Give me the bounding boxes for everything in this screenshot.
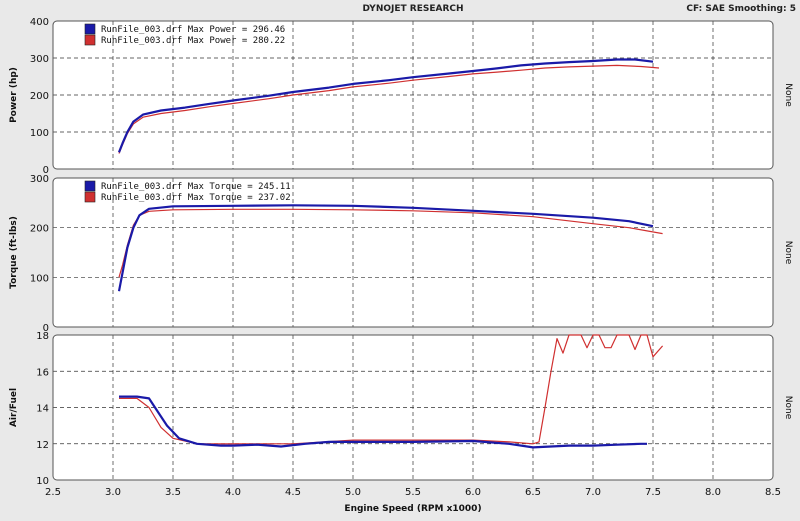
right-axis-label: None bbox=[783, 83, 793, 107]
x-tick-label: 7.0 bbox=[585, 487, 601, 498]
legend-entry: RunFile_003.drf Max Torque = 245.11 bbox=[101, 182, 291, 192]
y-tick-label: 300 bbox=[30, 174, 49, 185]
chart-settings: CF: SAE Smoothing: 5 bbox=[686, 4, 796, 14]
legend-entry: RunFile_003.drf Max Power = 296.46 bbox=[101, 25, 285, 35]
series-line-1 bbox=[117, 58, 654, 153]
x-tick-label: 4.0 bbox=[225, 487, 241, 498]
plot-frame bbox=[52, 177, 774, 328]
y-axis-label: Torque (ft-lbs) bbox=[9, 216, 19, 289]
y-axis-label: Power (hp) bbox=[9, 67, 19, 123]
x-tick-label: 3.0 bbox=[105, 487, 121, 498]
y-tick-label: 0 bbox=[43, 323, 49, 334]
y-axis-label: Air/Fuel bbox=[9, 388, 19, 427]
x-tick-label: 5.5 bbox=[405, 487, 421, 498]
y-tick-label: 200 bbox=[30, 224, 49, 235]
x-tick-label: 5.0 bbox=[345, 487, 361, 498]
y-tick-label: 400 bbox=[30, 17, 49, 28]
y-tick-label: 100 bbox=[30, 273, 49, 284]
x-axis-label: Engine Speed (RPM x1000) bbox=[344, 504, 481, 514]
x-tick-label: 8.5 bbox=[765, 487, 781, 498]
x-tick-label: 6.0 bbox=[465, 487, 481, 498]
x-tick-label: 4.5 bbox=[285, 487, 301, 498]
x-tick-label: 2.5 bbox=[45, 487, 61, 498]
series-line-1 bbox=[119, 395, 647, 449]
plot-frame bbox=[52, 334, 774, 481]
right-axis-label: None bbox=[783, 396, 793, 420]
y-tick-label: 12 bbox=[36, 440, 49, 451]
chart-title: DYNOJET RESEARCH bbox=[362, 4, 463, 14]
x-tick-label: 6.5 bbox=[525, 487, 541, 498]
legend-swatch bbox=[84, 23, 96, 35]
legend-swatch bbox=[84, 191, 96, 203]
legend-swatch bbox=[84, 180, 96, 192]
y-tick-label: 18 bbox=[36, 331, 49, 342]
legend-entry: RunFile_003.drf Max Torque = 237.02 bbox=[101, 193, 291, 203]
x-tick-label: 7.5 bbox=[645, 487, 661, 498]
y-tick-label: 10 bbox=[36, 476, 49, 487]
series-line-1 bbox=[117, 204, 654, 292]
chart-panel-1: 0 100 200 300 400 RunFile_003.drf Max Power =… bbox=[9, 17, 793, 176]
x-tick-label: 3.5 bbox=[165, 487, 181, 498]
series-line-2 bbox=[118, 64, 660, 154]
y-tick-label: 100 bbox=[30, 128, 49, 139]
legend-swatch bbox=[84, 34, 96, 46]
y-tick-label: 16 bbox=[36, 367, 49, 378]
chart-panel-2: 0 100 200 300 RunFile_003.drf Max Torque = 2… bbox=[9, 174, 793, 334]
x-tick-label: 8.0 bbox=[705, 487, 721, 498]
y-tick-label: 300 bbox=[30, 54, 49, 65]
right-axis-label: None bbox=[783, 241, 793, 265]
plot-frame bbox=[52, 20, 774, 170]
y-tick-label: 14 bbox=[36, 404, 49, 415]
y-tick-label: 0 bbox=[43, 165, 49, 176]
chart-panel-3: 10 12 14 16 18 Air/Fuel None bbox=[9, 331, 793, 487]
legend-entry: RunFile_003.drf Max Power = 280.22 bbox=[101, 36, 285, 46]
y-tick-label: 200 bbox=[30, 91, 49, 102]
